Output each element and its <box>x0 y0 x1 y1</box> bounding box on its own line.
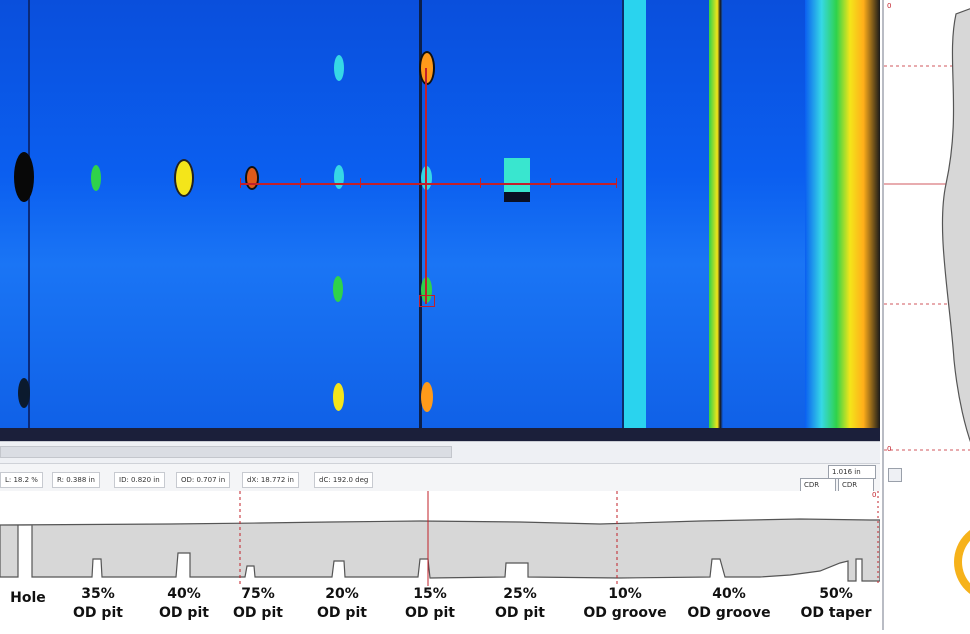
pit-20-mid <box>334 165 344 189</box>
cursor-tick-right <box>616 178 617 188</box>
cursor-horizontal[interactable] <box>240 183 616 185</box>
defect-label: 40% OD groove <box>680 586 778 623</box>
pit-35 <box>91 165 101 191</box>
defect-percent: 25% <box>503 586 537 602</box>
status-field-r: R: 0.388 in <box>52 472 100 488</box>
defect-labels: Hole 35% OD pit 40% OD pit 75% OD pit 20… <box>0 586 880 630</box>
defect-label: 75% OD pit <box>226 586 290 623</box>
scan-column-line <box>419 0 422 441</box>
side-axis-bottom: 0 <box>887 445 892 453</box>
pit-20-top <box>334 55 344 81</box>
defect-label: Hole <box>4 590 52 607</box>
status-field-l: L: 18.2 % <box>0 472 43 488</box>
cursor-handle[interactable] <box>419 295 435 307</box>
cursor-vertical[interactable] <box>425 68 427 304</box>
defect-type: OD pit <box>233 605 283 621</box>
side-profile-view: 0 0 <box>884 0 970 460</box>
defect-percent: 15% <box>413 586 447 602</box>
pit-40 <box>176 161 192 195</box>
pit-15-bottom <box>421 382 433 412</box>
polar-view <box>884 462 970 630</box>
defect-type: OD groove <box>583 605 667 621</box>
defect-label: 20% OD pit <box>310 586 374 623</box>
defect-label: 10% OD groove <box>576 586 674 623</box>
side-axis-top: 0 <box>887 2 892 10</box>
cursor-tick <box>550 178 551 188</box>
groove-40 <box>709 0 723 441</box>
defect-percent: 35% <box>81 586 115 602</box>
profile-axis-mark: 0 <box>872 491 877 499</box>
channel-select-left[interactable]: CDR <box>800 478 836 492</box>
defect-type: OD groove <box>687 605 771 621</box>
cursor-tick <box>360 178 361 188</box>
defect-percent: 40% <box>712 586 746 602</box>
defect-percent: 20% <box>325 586 359 602</box>
cursor-tick <box>300 178 301 188</box>
defect-percent: 50% <box>819 586 853 602</box>
defect-percent: 10% <box>608 586 642 602</box>
taper-50 <box>805 0 880 441</box>
defect-type: OD taper <box>800 605 872 621</box>
scan-left-edge <box>28 0 30 441</box>
profile-view[interactable]: 0 <box>0 491 881 586</box>
cursor-tick-left <box>240 178 241 188</box>
side-profile-chart <box>884 8 970 451</box>
defect-type: Hole <box>10 590 46 606</box>
pit-15-top <box>421 53 433 83</box>
hole-indication <box>14 152 34 202</box>
horizontal-scrollbar[interactable] <box>0 441 880 464</box>
defect-label: 35% OD pit <box>66 586 130 623</box>
zoom-select[interactable]: 1.016 in <box>828 465 876 479</box>
channel-select-right[interactable]: CDR <box>838 478 874 492</box>
defect-type: OD pit <box>317 605 367 621</box>
status-bar: L: 18.2 % R: 0.388 in ID: 0.820 in OD: 0… <box>0 463 880 492</box>
status-field-id: ID: 0.820 in <box>114 472 165 488</box>
defect-type: OD pit <box>405 605 455 621</box>
pit-25 <box>504 158 530 202</box>
defect-label: 25% OD pit <box>488 586 552 623</box>
scan-view[interactable] <box>0 0 880 441</box>
defect-label: 15% OD pit <box>398 586 462 623</box>
pit-75 <box>247 168 257 188</box>
hole-indication-lower <box>18 378 30 408</box>
polar-chart <box>954 530 970 594</box>
status-field-dx: dX: 18.772 in <box>242 472 299 488</box>
status-field-od: OD: 0.707 in <box>176 472 231 488</box>
defect-percent: 40% <box>167 586 201 602</box>
defect-label: 50% OD taper <box>792 586 880 623</box>
defect-type: OD pit <box>73 605 123 621</box>
defect-type: OD pit <box>159 605 209 621</box>
defect-percent: 75% <box>241 586 275 602</box>
pit-20-bottom <box>333 383 344 411</box>
defect-type: OD pit <box>495 605 545 621</box>
profile-chart <box>0 491 881 586</box>
panel-toggle-button[interactable] <box>888 468 902 482</box>
pit-20-low <box>333 276 343 302</box>
side-profile-panel[interactable]: 0 0 <box>882 0 970 630</box>
scrollbar-thumb[interactable] <box>0 446 452 458</box>
groove-10 <box>622 0 646 441</box>
status-field-dc: dC: 192.0 deg <box>314 472 374 488</box>
defect-label: 40% OD pit <box>152 586 216 623</box>
scan-bottom-edge <box>0 428 880 441</box>
cursor-tick <box>480 178 481 188</box>
